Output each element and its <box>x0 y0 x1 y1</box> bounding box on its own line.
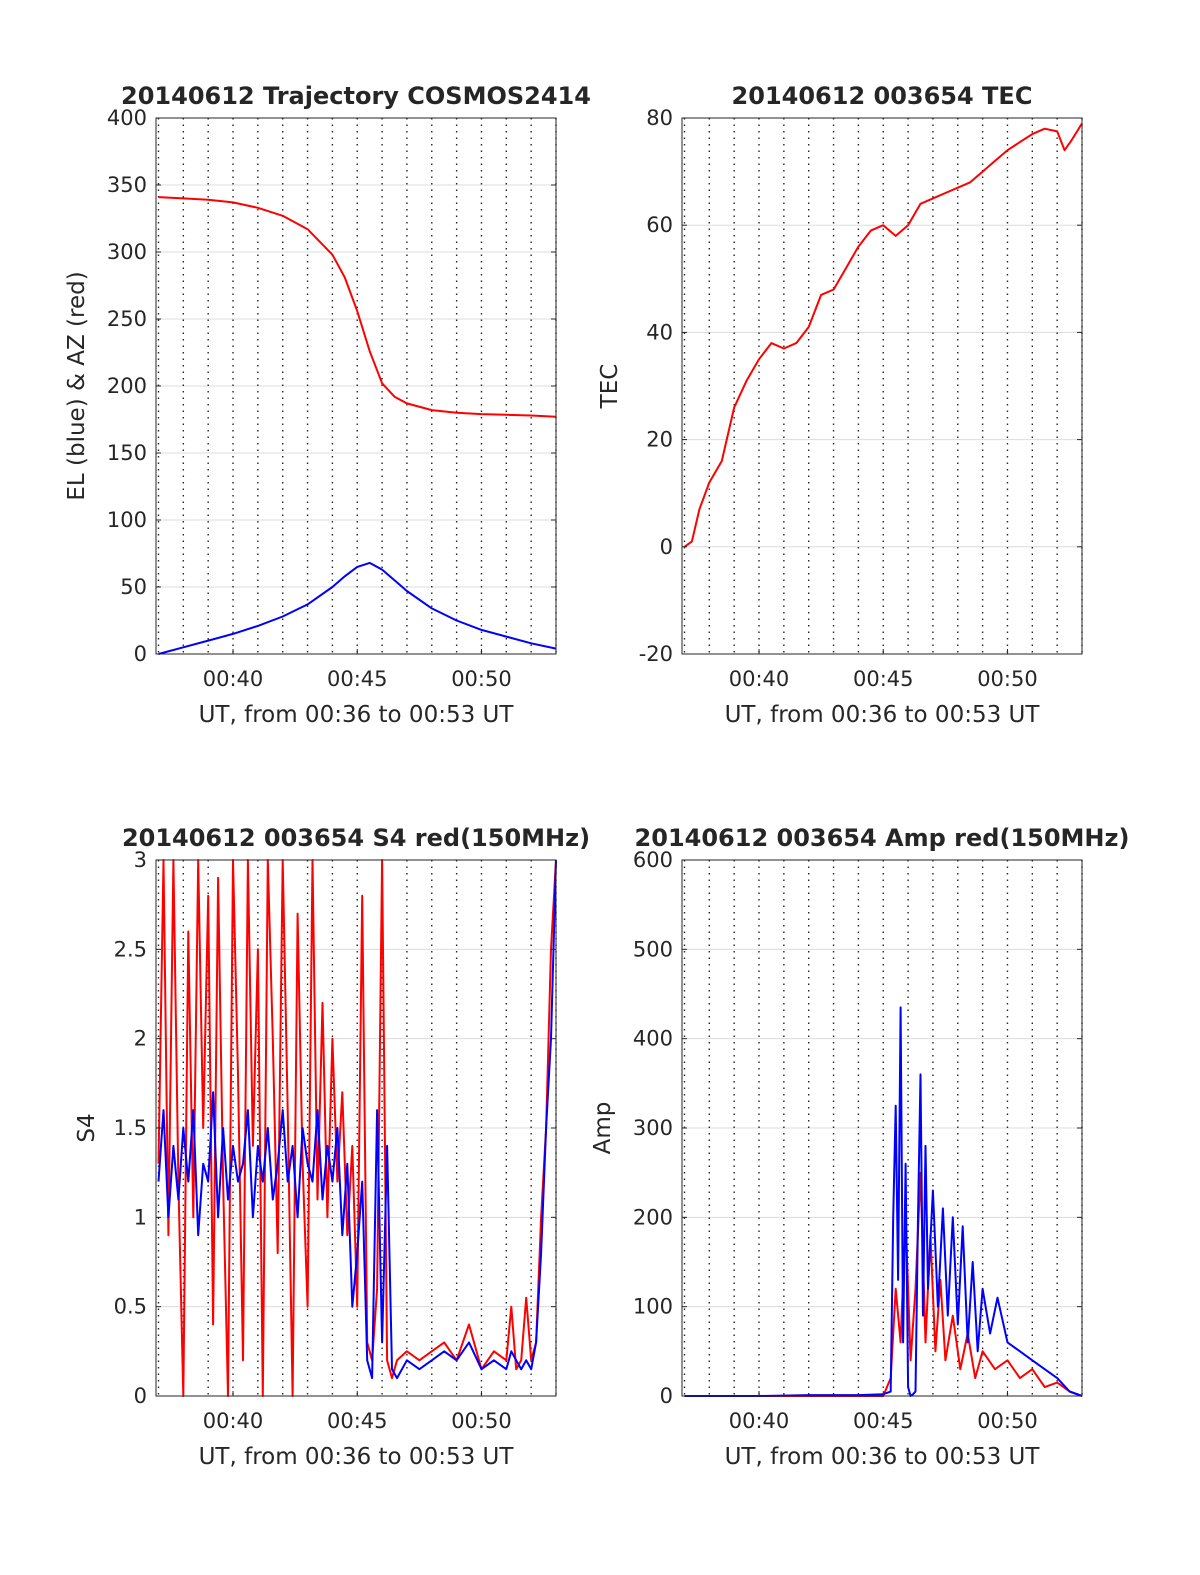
s4-x-axis-label: UT, from 00:36 to 00:53 UT <box>199 1444 515 1470</box>
s4-x-tick-label: 00:40 <box>203 1409 264 1433</box>
s4-series-1-line <box>157 859 557 1380</box>
s4-panel: 20140612 003654 S4 red(150MHz) S4 UT, fr… <box>74 824 590 1470</box>
amp-series-1-line <box>684 1006 1083 1397</box>
amp-y-tick-label: 500 <box>633 937 673 961</box>
tec-x-tick-label: 00:40 <box>729 667 790 691</box>
tec-y-tick-label: 60 <box>646 213 673 237</box>
amp-y-tick-label: 400 <box>633 1027 673 1051</box>
trajectory-series-1-line <box>158 561 557 655</box>
tec-x-axis-label: UT, from 00:36 to 00:53 UT <box>725 702 1041 728</box>
amp-chart-title: 20140612 003654 Amp red(150MHz) <box>635 824 1130 852</box>
s4-y-tick-label: 1 <box>134 1205 147 1229</box>
tec-y-tick-label: -20 <box>639 642 673 666</box>
amp-x-tick-label: 00:40 <box>729 1409 790 1433</box>
s4-x-tick-label: 00:50 <box>451 1409 512 1433</box>
tec-y-axis-label: TEC <box>597 364 623 410</box>
trajectory-series-0-line <box>158 196 557 418</box>
trajectory-y-tick-label: 300 <box>107 240 147 264</box>
tec-series-0-line <box>683 122 1083 548</box>
trajectory-x-tick-label: 00:45 <box>327 667 388 691</box>
tec-chart-title: 20140612 003654 TEC <box>732 82 1033 110</box>
trajectory-x-tick-label: 00:40 <box>203 667 264 691</box>
amp-x-tick-label: 00:50 <box>977 1409 1038 1433</box>
amp-x-tick-label: 00:45 <box>853 1409 914 1433</box>
trajectory-y-tick-label: 400 <box>107 106 147 130</box>
s4-y-tick-label: 0 <box>134 1384 147 1408</box>
trajectory-y-tick-label: 50 <box>120 575 147 599</box>
amp-series-0-line <box>684 1171 1083 1397</box>
trajectory-y-tick-label: 150 <box>107 441 147 465</box>
s4-x-tick-label: 00:45 <box>327 1409 388 1433</box>
tec-x-tick-label: 00:45 <box>853 667 914 691</box>
amp-y-axis-label: Amp <box>590 1102 616 1155</box>
amp-y-tick-label: 300 <box>633 1116 673 1140</box>
tec-axes-box <box>681 117 1083 655</box>
s4-y-tick-label: 0.5 <box>114 1295 147 1319</box>
amp-y-tick-label: 100 <box>633 1295 673 1319</box>
tec-y-tick-label: 0 <box>660 535 673 559</box>
s4-y-tick-label: 3 <box>134 848 147 872</box>
s4-y-tick-label: 2 <box>134 1027 147 1051</box>
trajectory-y-tick-label: 0 <box>134 642 147 666</box>
trajectory-y-tick-label: 200 <box>107 374 147 398</box>
amp-y-tick-label: 600 <box>633 848 673 872</box>
amp-x-axis-label: UT, from 00:36 to 00:53 UT <box>725 1444 1041 1470</box>
tec-x-tick-label: 00:50 <box>977 667 1038 691</box>
amp-panel: 20140612 003654 Amp red(150MHz) Amp UT, … <box>590 824 1129 1470</box>
trajectory-y-tick-label: 100 <box>107 508 147 532</box>
trajectory-chart-title: 20140612 Trajectory COSMOS2414 <box>121 82 591 110</box>
s4-chart-title: 20140612 003654 S4 red(150MHz) <box>122 824 590 852</box>
trajectory-y-tick-label: 350 <box>107 173 147 197</box>
trajectory-panel: 20140612 Trajectory COSMOS2414 EL (blue)… <box>64 82 591 728</box>
s4-y-axis-label: S4 <box>74 1113 100 1142</box>
s4-y-tick-label: 2.5 <box>114 937 147 961</box>
tec-y-tick-label: 80 <box>646 106 673 130</box>
s4-series-0-line <box>157 859 557 1397</box>
tec-y-tick-label: 40 <box>646 320 673 344</box>
trajectory-y-tick-label: 250 <box>107 307 147 331</box>
amp-y-tick-label: 200 <box>633 1205 673 1229</box>
tec-panel: 20140612 003654 TEC TEC UT, from 00:36 t… <box>597 82 1083 728</box>
tec-y-tick-label: 20 <box>646 428 673 452</box>
trajectory-y-axis-label: EL (blue) & AZ (red) <box>64 271 90 500</box>
trajectory-x-tick-label: 00:50 <box>451 667 512 691</box>
trajectory-x-axis-label: UT, from 00:36 to 00:53 UT <box>199 702 515 728</box>
amp-y-tick-label: 0 <box>660 1384 673 1408</box>
s4-y-tick-label: 1.5 <box>114 1116 147 1140</box>
